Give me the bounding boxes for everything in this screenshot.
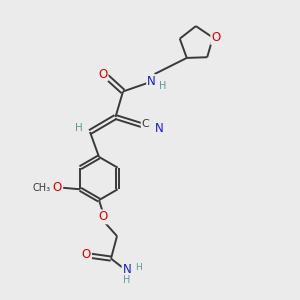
Text: O: O xyxy=(52,181,62,194)
Text: O: O xyxy=(82,248,91,261)
Text: C: C xyxy=(142,119,149,129)
Text: H: H xyxy=(135,263,142,272)
Text: O: O xyxy=(98,68,107,81)
Text: H: H xyxy=(75,123,83,134)
Text: N: N xyxy=(122,262,131,276)
Text: H: H xyxy=(123,274,130,285)
Text: N: N xyxy=(147,75,156,88)
Text: O: O xyxy=(211,31,220,44)
Text: O: O xyxy=(99,210,108,224)
Text: H: H xyxy=(159,81,167,91)
Text: N: N xyxy=(154,122,164,135)
Text: CH₃: CH₃ xyxy=(32,183,50,193)
